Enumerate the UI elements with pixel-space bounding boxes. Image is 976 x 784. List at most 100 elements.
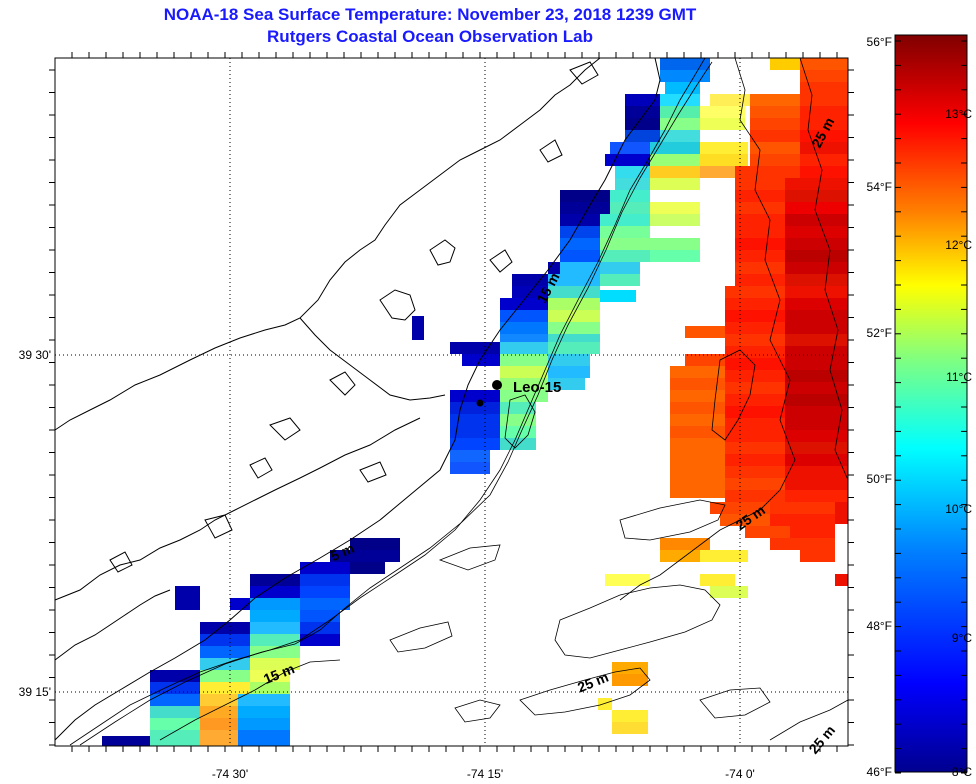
sst-pixel [725, 430, 785, 442]
sst-pixel [735, 190, 785, 202]
sst-pixel [670, 486, 725, 498]
sst-pixel [200, 718, 238, 730]
sst-pixel [750, 154, 800, 166]
colorbar-f-label: 50°F [867, 472, 892, 486]
sst-pixel [560, 262, 600, 274]
sst-pixel [670, 402, 725, 414]
sst-pixel [560, 214, 600, 226]
sst-pixel [735, 226, 785, 238]
sst-pixel [250, 634, 300, 646]
sst-pixel [735, 214, 785, 226]
sst-pixel [725, 394, 785, 406]
sst-pixel [612, 662, 648, 674]
contour-label: 25 m [805, 722, 838, 757]
sst-pixel [785, 322, 848, 334]
sst-pixel [650, 178, 700, 190]
sst-pixel [785, 346, 848, 358]
sst-pixel [800, 94, 848, 106]
sst-pixel [350, 538, 400, 550]
sst-pixel [725, 454, 785, 466]
sst-pixel [150, 718, 200, 730]
sst-pixel [548, 378, 585, 390]
lon-label: -74 0' [725, 767, 755, 781]
sst-pixel [625, 106, 660, 118]
sst-pixel [785, 262, 848, 274]
sst-pixel [650, 154, 700, 166]
sst-pixel [450, 390, 500, 402]
sst-pixel [625, 94, 660, 106]
lon-label: -74 15' [467, 767, 503, 781]
sst-pixel [770, 58, 800, 70]
sst-pixel [512, 274, 548, 286]
sst-pixel [785, 310, 848, 322]
axis-labels: -74 30' -74 15' -74 0' 39 30' 39 15' [19, 348, 755, 781]
depth-contours [69, 57, 849, 746]
sst-pixel [200, 622, 250, 634]
sst-pixel [250, 658, 300, 670]
sst-pixel [835, 574, 848, 586]
sst-pixel [670, 438, 725, 450]
sst-pixel [700, 154, 748, 166]
colorbar-f-labels: 56°F 54°F 52°F 50°F 48°F 46°F [867, 35, 892, 779]
sst-pixel [785, 466, 848, 478]
map-title: NOAA-18 Sea Surface Temperature: Novembe… [163, 5, 697, 24]
sst-pixel [710, 586, 748, 598]
sst-pixel [200, 634, 250, 646]
sst-pixel [790, 526, 835, 538]
sst-pixel [500, 414, 536, 426]
colorbar [894, 34, 968, 773]
sst-pixel [785, 394, 848, 406]
sst-pixel [725, 442, 785, 454]
sst-pixel [800, 142, 848, 154]
sst-pixel [800, 118, 848, 130]
sst-pixel [300, 562, 350, 574]
map-subtitle: Rutgers Coastal Ocean Observation Lab [267, 27, 593, 46]
sst-pixel [560, 250, 600, 262]
lat-label: 39 15' [19, 685, 51, 699]
sst-pixel [250, 610, 300, 622]
sst-pixel [670, 378, 725, 390]
sst-pixel [548, 354, 590, 366]
sst-pixel [735, 262, 785, 274]
sst-pixel [725, 490, 785, 502]
sst-pixel [700, 106, 745, 118]
sst-pixel [625, 118, 660, 130]
colorbar-f-label: 48°F [867, 619, 892, 633]
sst-pixel [500, 342, 548, 354]
sst-pixel [785, 490, 848, 502]
sst-pixel [700, 118, 745, 130]
sst-pixel [238, 730, 290, 746]
sst-pixel [600, 214, 650, 226]
colorbar-c-label: 12°C [945, 238, 972, 252]
sst-pixel [800, 166, 848, 178]
sst-pixel [450, 402, 500, 414]
sst-pixel [250, 670, 290, 682]
sst-pixel [612, 710, 648, 722]
colorbar-c-labels: 13°C 12°C 11°C 10°C 9°C 8°C [945, 107, 972, 779]
sst-pixel [450, 450, 490, 462]
sst-pixel [725, 466, 785, 478]
sst-pixel [750, 130, 800, 142]
sst-pixel [725, 298, 785, 310]
sst-pixel [600, 290, 636, 302]
sst-pixel [785, 286, 848, 298]
sst-pixel [610, 202, 650, 214]
sst-pixel [175, 586, 200, 598]
sst-pixel [238, 706, 290, 718]
sst-pixel [175, 598, 200, 610]
leo15-station-marker [492, 380, 502, 390]
sst-pixel [500, 438, 536, 450]
sst-pixel [598, 698, 612, 710]
sst-pixel [785, 274, 848, 286]
sst-pixel [548, 366, 590, 378]
sst-pixel [670, 450, 725, 462]
sst-pixel [600, 274, 640, 286]
sst-pixel [250, 646, 300, 658]
sst-pixel [650, 214, 700, 226]
sst-pixel [500, 366, 548, 378]
sst-pixel [660, 538, 710, 550]
sst-pixel [238, 694, 290, 706]
sst-pixel [600, 238, 650, 250]
sst-pixel [300, 634, 340, 646]
sst-pixel [670, 474, 725, 486]
